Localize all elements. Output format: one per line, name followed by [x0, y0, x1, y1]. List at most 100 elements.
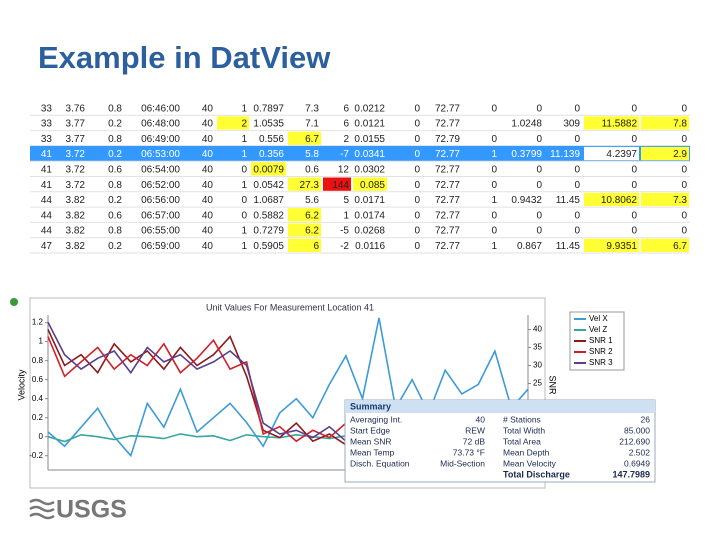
- table-cell: 6.7: [305, 134, 319, 145]
- table-cell: 06:52:00: [141, 180, 180, 191]
- summary-value: 40: [476, 414, 486, 424]
- table-cell: 40: [202, 226, 214, 237]
- table-cell: 0.8: [108, 226, 122, 237]
- table-cell: 0: [536, 180, 542, 191]
- table-cell: 0: [536, 226, 542, 237]
- table-cell: 0: [574, 226, 580, 237]
- table-cell: 0: [631, 103, 637, 114]
- table-cell: 0: [491, 226, 497, 237]
- table-cell: 0.0171: [354, 195, 385, 206]
- table-cell: 44: [41, 195, 53, 206]
- table-cell: 0.2: [108, 119, 122, 130]
- summary-value: 147.7989: [612, 469, 650, 479]
- summary-label: Mean Velocity: [503, 458, 557, 468]
- table-cell: 72.77: [435, 241, 460, 252]
- table-cell: 0: [414, 210, 420, 221]
- table-cell: 44: [41, 210, 53, 221]
- table-cell: 0: [414, 195, 420, 206]
- table-cell: 40: [202, 195, 214, 206]
- cell-highlight: [288, 238, 321, 252]
- summary-label: Averaging Int.: [350, 414, 402, 424]
- table-cell: 5: [343, 195, 349, 206]
- y-tick-label: 0.4: [32, 394, 44, 403]
- table-cell: 33: [41, 103, 53, 114]
- table-cell: 0: [574, 134, 580, 145]
- table-cell: 06:49:00: [141, 134, 180, 145]
- table-cell: 0.0174: [354, 210, 385, 221]
- table-cell: 1: [241, 226, 247, 237]
- table-cell: 40: [202, 149, 214, 160]
- table-cell: 10.8062: [601, 195, 638, 206]
- table-cell: 0.0212: [354, 103, 385, 114]
- table-cell: 06:54:00: [141, 164, 180, 175]
- table-cell: 7.3: [305, 103, 319, 114]
- table-cell: 0.7897: [253, 103, 284, 114]
- table-cell: 0.0079: [253, 164, 284, 175]
- cell-highlight: [584, 116, 639, 130]
- summary-label: Start Edge: [350, 425, 390, 435]
- cell-highlight: [288, 177, 321, 191]
- summary-label: Mean Depth: [503, 447, 550, 457]
- table-cell: 40: [202, 241, 214, 252]
- table-cell: 0: [681, 134, 687, 145]
- table-cell: 0: [414, 103, 420, 114]
- summary-value: 2.502: [629, 447, 651, 457]
- table-cell: 0: [414, 226, 420, 237]
- table-cell: 72.77: [435, 226, 460, 237]
- summary-label: Mean SNR: [350, 436, 392, 446]
- table-cell: 0: [681, 103, 687, 114]
- summary-header: [345, 400, 655, 413]
- table-cell: 06:55:00: [141, 226, 180, 237]
- cell-highlight: [323, 177, 351, 191]
- table-cell: 0.7279: [253, 226, 284, 237]
- legend-label: SNR 1: [589, 336, 613, 345]
- y2-tick-label: 25: [533, 379, 542, 388]
- table-cell: 5.6: [305, 195, 319, 206]
- table-cell: 0.0155: [354, 134, 385, 145]
- table-cell: 1: [491, 195, 497, 206]
- table-cell: 40: [202, 103, 214, 114]
- table-cell: 11.139: [550, 149, 580, 160]
- table-cell: 0.9432: [511, 195, 542, 206]
- summary-value: 85.000: [624, 425, 650, 435]
- summary-value: 72 dB: [463, 436, 486, 446]
- table-cell: 0.085: [360, 180, 385, 191]
- table-cell: 40: [202, 134, 214, 145]
- table-cell: 0: [241, 210, 247, 221]
- table-cell: 0: [414, 134, 420, 145]
- table-cell: 1: [241, 180, 247, 191]
- table-cell: 33: [41, 134, 53, 145]
- y-tick-label: 0.6: [32, 375, 44, 384]
- table-cell: 0: [491, 180, 497, 191]
- table-cell: 0.6: [108, 164, 122, 175]
- table-cell: 0.356: [259, 149, 284, 160]
- y-tick-label: 1: [39, 337, 44, 346]
- table-cell: 6: [343, 103, 349, 114]
- summary-label: Total Area: [503, 436, 541, 446]
- table-cell: 06:53:00: [141, 149, 180, 160]
- legend-label: SNR 2: [589, 347, 613, 356]
- table-cell: -2: [340, 241, 349, 252]
- table-cell: 0: [536, 210, 542, 221]
- table-cell: 0: [631, 226, 637, 237]
- cell-highlight: [217, 116, 249, 130]
- table-cell: 0.0302: [354, 164, 385, 175]
- table-cell: 6.2: [305, 226, 319, 237]
- table-cell: 0.8: [108, 180, 122, 191]
- table-cell: 0.3799: [511, 149, 542, 160]
- table-cell: 0: [681, 164, 687, 175]
- table-cell: 41: [41, 180, 53, 191]
- y2-tick-label: 35: [533, 343, 542, 352]
- table-cell: 0: [536, 103, 542, 114]
- table-cell: 5.8: [305, 149, 319, 160]
- table-cell: 3.82: [66, 226, 86, 237]
- table-cell: 1: [241, 134, 247, 145]
- cell-highlight: [288, 223, 321, 237]
- table-cell: 1: [241, 149, 247, 160]
- cell-highlight: [641, 116, 689, 130]
- table-cell: 0.0542: [253, 180, 284, 191]
- table-cell: 72.79: [435, 134, 460, 145]
- table-cell: 1: [241, 103, 247, 114]
- table-cell: 0.0268: [354, 226, 385, 237]
- table-cell: 12: [338, 164, 350, 175]
